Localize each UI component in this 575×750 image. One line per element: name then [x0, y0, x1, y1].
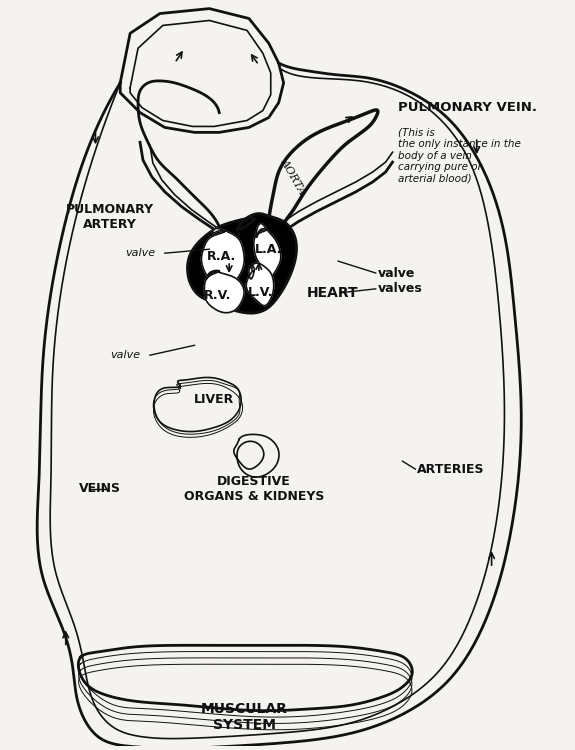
Text: PULMONARY
ARTERY: PULMONARY ARTERY	[66, 202, 154, 230]
Polygon shape	[254, 224, 281, 276]
Text: VEINS: VEINS	[79, 482, 121, 496]
Text: valve: valve	[125, 248, 155, 258]
Text: DIGESTIVE
ORGANS & KIDNEYS: DIGESTIVE ORGANS & KIDNEYS	[184, 475, 324, 503]
Polygon shape	[201, 229, 244, 286]
Text: PULMONARY VEIN.: PULMONARY VEIN.	[397, 101, 536, 114]
Text: (This is
the only instance in the
body of a vein
carrying pure or
arterial blood: (This is the only instance in the body o…	[397, 128, 520, 184]
Text: valve: valve	[110, 350, 140, 360]
Text: AORTA: AORTA	[279, 157, 308, 196]
Text: valves: valves	[378, 282, 423, 296]
Text: L.A.: L.A.	[255, 243, 282, 256]
Text: ARTERIES: ARTERIES	[417, 463, 485, 476]
Text: HEART: HEART	[306, 286, 358, 300]
Polygon shape	[246, 263, 274, 306]
Polygon shape	[187, 214, 297, 314]
Text: R.A.: R.A.	[206, 250, 236, 262]
Text: LIVER: LIVER	[194, 393, 235, 406]
Text: MUSCULAR
SYSTEM: MUSCULAR SYSTEM	[201, 701, 288, 732]
Text: valve: valve	[378, 266, 415, 280]
Polygon shape	[204, 271, 244, 313]
Text: L.V.: L.V.	[248, 286, 274, 299]
Text: R.V.: R.V.	[204, 290, 231, 302]
